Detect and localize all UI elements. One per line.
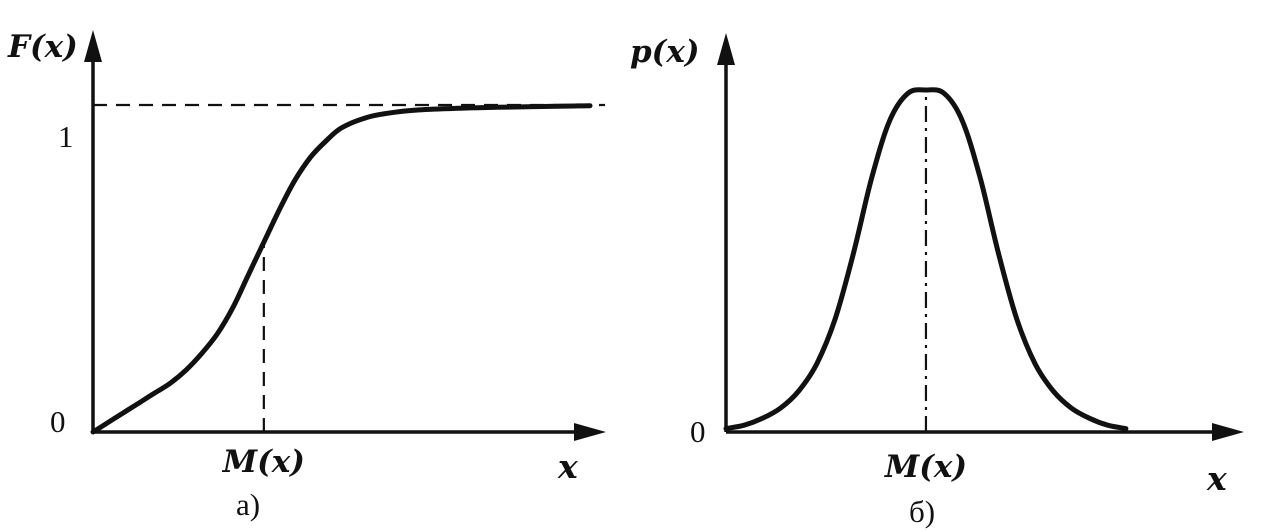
- panel-a-x-axis-arrow: [574, 423, 606, 441]
- panel-b-y-tick-label: 0: [690, 414, 706, 449]
- panel-a-y-axis-label: F(x): [7, 29, 78, 65]
- panel-a-x-axis-label: x: [557, 447, 578, 486]
- panel-b-y-axis-label: p(x): [630, 34, 700, 70]
- panel-b-x-tick-label: M(x): [884, 449, 967, 485]
- panel-a-series-line: [90, 103, 593, 435]
- panel-a-y-axis-arrow: [84, 30, 102, 62]
- panel-b-pdf-chart: p(x) 0 M(x) x б): [630, 33, 1244, 529]
- panel-b-y-axis-arrow: [717, 33, 735, 65]
- panel-a-y-tick-label: 1: [58, 119, 74, 154]
- panel-b-series-line: [723, 87, 1129, 432]
- panel-b-caption: б): [909, 494, 935, 529]
- panel-b-x-axis-label: x: [1206, 459, 1227, 498]
- panel-b-x-axis-arrow: [1212, 423, 1244, 441]
- panel-a-x-tick-label: M(x): [222, 444, 305, 480]
- panel-a-caption: а): [236, 487, 260, 522]
- panel-a-cdf-chart: F(x) 0 1 M(x) x а): [7, 29, 606, 522]
- panel-a-y-tick-label: 0: [50, 404, 66, 439]
